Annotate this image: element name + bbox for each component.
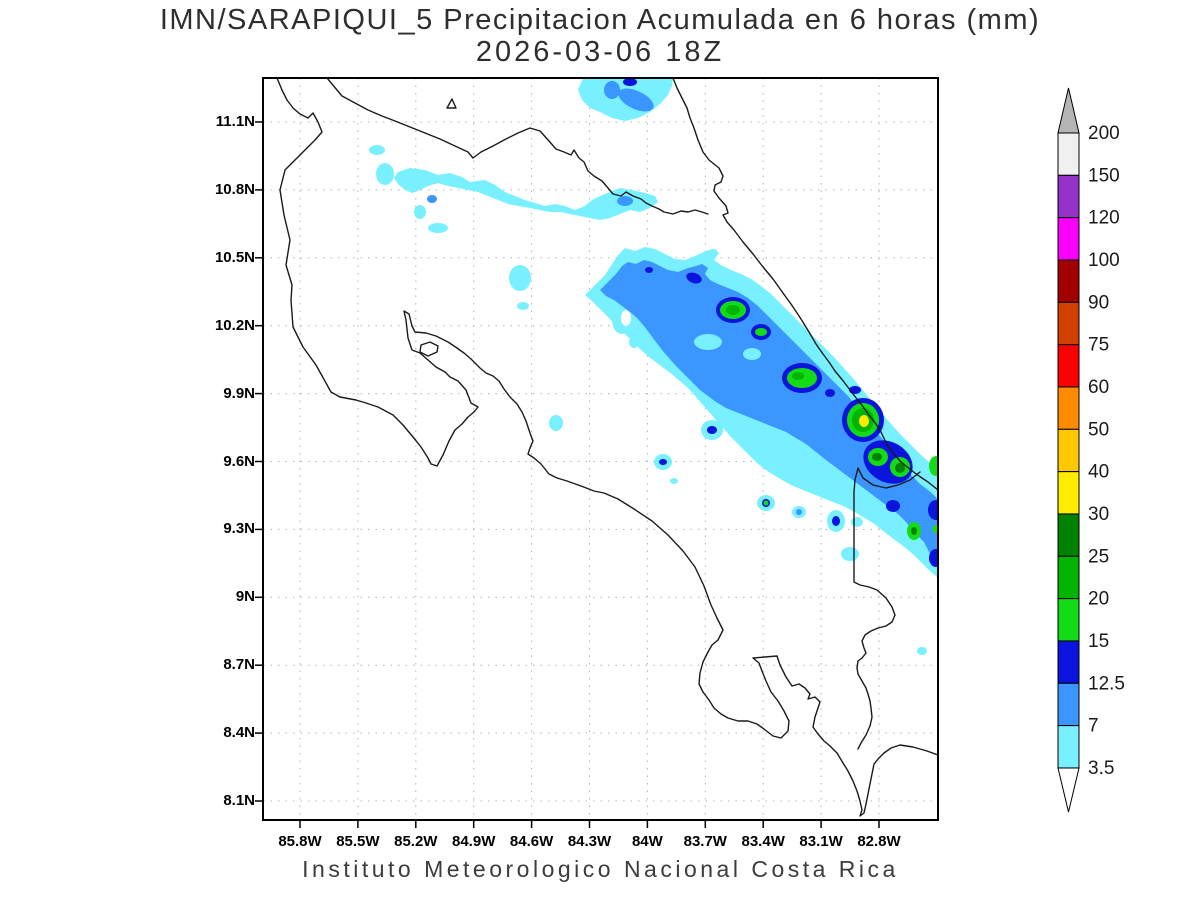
colorbar-below-min-arrow	[1057, 767, 1080, 813]
curl-hole	[621, 310, 631, 326]
lon-label-82.8W: 82.8W	[857, 833, 901, 850]
colorbar-segment-6	[1057, 386, 1080, 430]
colorbar-label-15: 15	[1088, 631, 1109, 652]
colorbar-above-max-arrow	[1057, 87, 1080, 134]
precip-level-7-12p5	[427, 81, 938, 565]
colorbar-segment-2	[1057, 217, 1080, 261]
colorbar-segment-14	[1057, 725, 1080, 769]
colorbar-segment-7	[1057, 428, 1080, 473]
coastline-pacific-mainland	[276, 78, 938, 817]
lon-label-84.9W: 84.9W	[452, 833, 496, 850]
colorbar-segment-4	[1057, 301, 1080, 346]
lat-label-9.6N: 9.6N	[223, 452, 255, 470]
lat-label-9.9N: 9.9N	[223, 384, 255, 402]
colorbar-segment-8	[1057, 471, 1080, 515]
colorbar-label-3.5: 3.5	[1088, 758, 1114, 779]
colorbar-legend: 200 150 120 100 90 75 60 50 40 30 25 20 15 12.5 7 3.5	[1057, 87, 1125, 813]
colorbar-segment-13	[1057, 682, 1080, 727]
panama-border	[853, 467, 921, 750]
colorbar-segment-5	[1057, 344, 1080, 388]
lake-island-triangle	[446, 98, 457, 109]
colorbar-label-40: 40	[1088, 462, 1109, 483]
colorbar-segment-3	[1057, 259, 1080, 303]
colorbar-segment-0	[1057, 132, 1080, 176]
colorbar-label-30: 30	[1088, 504, 1109, 525]
footer-institution-label: Instituto Meteorologico Nacional Costa R…	[302, 856, 899, 882]
precip-level-3p5-7	[369, 78, 938, 655]
lon-label-84.6W: 84.6W	[509, 833, 554, 850]
map-frame	[262, 77, 939, 821]
colorbar-label-20: 20	[1088, 589, 1109, 610]
precipitation-shading	[369, 78, 938, 655]
colorbar-label-100: 100	[1088, 250, 1120, 271]
colorbar-label-75: 75	[1088, 335, 1109, 356]
lon-label-84W: 84W	[631, 833, 663, 850]
lake-nicaragua-shore-and-north-border	[326, 78, 709, 215]
lon-label-84.3W: 84.3W	[567, 833, 612, 850]
colorbar-label-60: 60	[1088, 377, 1109, 398]
lat-label-10.8N: 10.8N	[214, 180, 255, 198]
map-plot	[255, 77, 939, 828]
lat-label-8.7N: 8.7N	[223, 656, 255, 674]
lon-label-83.4W: 83.4W	[741, 833, 785, 850]
axis-tick-marks	[255, 121, 880, 828]
chira-island-outline	[419, 341, 439, 357]
colorbar-label-12.5: 12.5	[1088, 673, 1125, 694]
lon-label-85.8W: 85.8W	[278, 833, 322, 850]
lon-label-85.2W: 85.2W	[394, 833, 438, 850]
precip-level-25-30	[872, 453, 917, 535]
colorbar-label-90: 90	[1088, 292, 1109, 313]
lat-label-9N: 9N	[235, 588, 255, 606]
lat-label-8.1N: 8.1N	[223, 792, 255, 809]
lon-label-83.1W: 83.1W	[799, 833, 843, 850]
colorbar-segment-9	[1057, 513, 1080, 557]
lat-label-10.5N: 10.5N	[214, 248, 255, 266]
precip-level-30-40-max-core	[859, 415, 869, 427]
chart-title: IMN/SARAPIQUI_5 Precipitacion Acumulada …	[159, 4, 1041, 36]
colorbar-segment-10	[1057, 555, 1080, 600]
colorbar-label-50: 50	[1088, 419, 1109, 440]
lon-label-85.5W: 85.5W	[336, 833, 380, 850]
lon-label-83.7W: 83.7W	[683, 833, 727, 850]
precip-cyan-holes	[694, 334, 761, 360]
coastline-caribbean	[672, 78, 938, 491]
colorbar-label-120: 120	[1088, 208, 1120, 229]
colorbar-segment-11	[1057, 598, 1080, 642]
colorbar-label-150: 150	[1088, 165, 1120, 186]
colorbar-label-200: 200	[1088, 123, 1120, 144]
chart-subtitle-datetime: 2026-03-06 18Z	[475, 36, 725, 68]
colorbar-segment-12	[1057, 640, 1080, 684]
lat-label-8.4N: 8.4N	[223, 724, 255, 742]
colorbar-label-7: 7	[1088, 716, 1099, 737]
lat-label-9.3N: 9.3N	[223, 520, 255, 538]
lat-label-10.2N: 10.2N	[214, 316, 255, 334]
colorbar-segment-1	[1057, 174, 1080, 219]
lat-label-11.1N: 11.1N	[215, 113, 255, 130]
colorbar-label-25: 25	[1088, 546, 1109, 567]
